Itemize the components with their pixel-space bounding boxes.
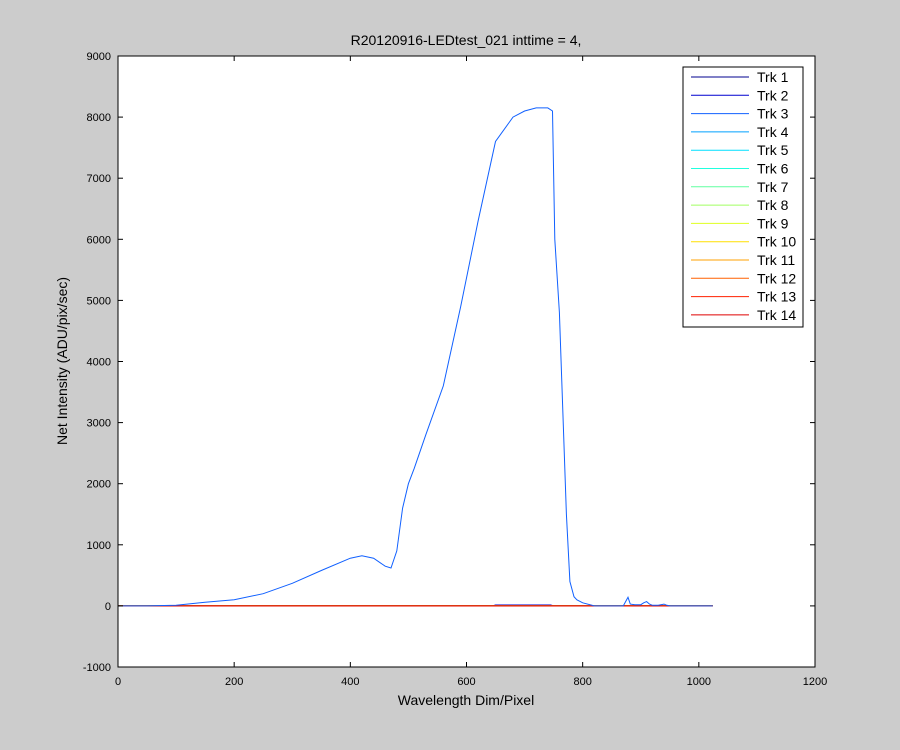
legend-label: Trk 2 (757, 87, 789, 103)
y-tick-label: 4000 (87, 357, 111, 369)
x-ticks: 0 200 400 600 800 1000 1200 (115, 56, 827, 688)
legend-label: Trk 4 (757, 124, 789, 140)
y-tick-label: 8000 (87, 112, 111, 124)
y-tick-label: 5000 (87, 295, 111, 307)
y-tick-label: 1000 (87, 540, 111, 552)
x-tick-label: 200 (225, 676, 243, 688)
legend-label: Trk 3 (757, 106, 789, 122)
y-tick-label: -1000 (83, 662, 111, 674)
x-tick-label: 0 (115, 676, 121, 688)
legend-label: Trk 14 (757, 307, 796, 323)
y-tick-label: 9000 (87, 51, 111, 63)
legend-items: Trk 1 Trk 2 Trk 3 Trk 4 Trk 5 Trk 6 Trk 7 Trk 8… (691, 69, 796, 323)
y-tick-label: 3000 (87, 418, 111, 430)
legend-label: Trk 8 (757, 197, 789, 213)
legend-box (682, 66, 804, 328)
legend-label: Trk 13 (757, 289, 796, 305)
y-tick-label: 2000 (87, 479, 111, 491)
legend-label: Trk 6 (757, 161, 789, 177)
legend-label: Trk 9 (757, 215, 789, 231)
x-tick-label: 800 (573, 676, 591, 688)
legend-label: Trk 12 (757, 270, 796, 286)
y-ticks: -1000 0 1000 2000 3000 4000 5000 6000 7000 8000 90… (83, 51, 815, 674)
legend-label: Trk 7 (757, 179, 789, 195)
chart-title: R20120916-LEDtest_021 inttime = 4, (351, 32, 582, 48)
x-tick-label: 600 (457, 676, 475, 688)
y-tick-label: 6000 (87, 234, 111, 246)
y-tick-label: 0 (105, 601, 111, 613)
legend-label: Trk 10 (757, 234, 796, 250)
x-tick-label: 1000 (687, 676, 711, 688)
y-tick-label: 7000 (87, 173, 111, 185)
legend-label: Trk 5 (757, 142, 789, 158)
x-tick-label: 400 (341, 676, 359, 688)
x-tick-label: 1200 (803, 676, 827, 688)
series-layer (118, 107, 713, 607)
legend: Trk 1 Trk 2 Trk 3 Trk 4 Trk 5 Trk 6 Trk 7 Trk 8… (682, 66, 804, 328)
x-axis-label: Wavelength Dim/Pixel (398, 692, 534, 708)
legend-label: Trk 11 (757, 252, 795, 268)
series-line-3 (118, 107, 713, 607)
y-axis-label: Net Intensity (ADU/pix/sec) (54, 277, 70, 445)
legend-label: Trk 1 (757, 69, 789, 85)
